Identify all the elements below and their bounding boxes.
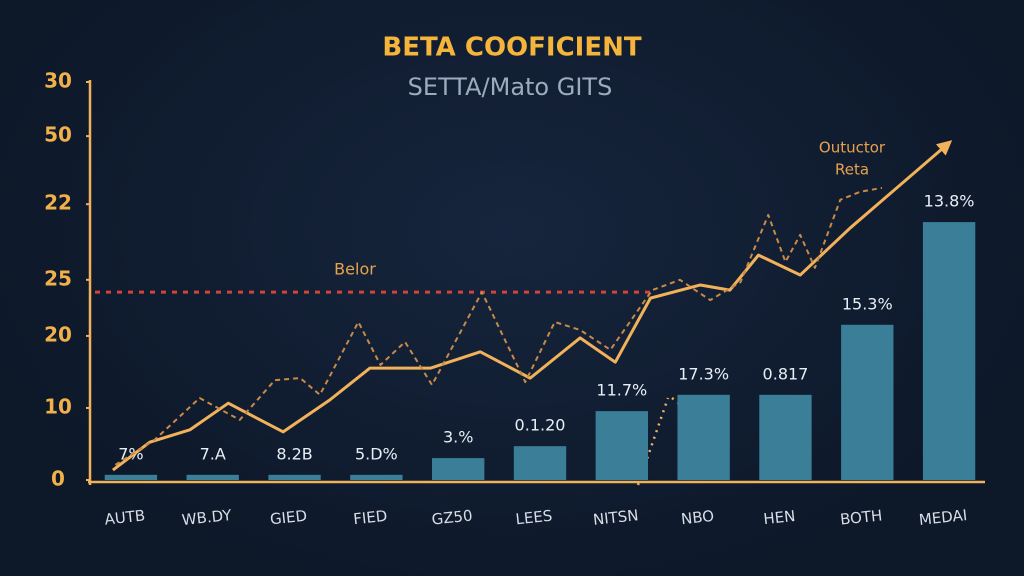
bar bbox=[513, 446, 567, 480]
chart-subtitle: SETTA/Mato GITS bbox=[408, 73, 613, 101]
x-tick-label: BOTH bbox=[839, 506, 883, 528]
y-tick-label: 20 bbox=[44, 322, 72, 346]
bar-label: 3.% bbox=[443, 428, 473, 447]
bar-label: 0.1.20 bbox=[515, 416, 566, 435]
bar bbox=[350, 474, 403, 480]
y-tick-label: 50 bbox=[44, 123, 72, 147]
bar-label: 13.8% bbox=[924, 192, 975, 211]
reference-label: Belor bbox=[334, 260, 376, 279]
x-tick-label: GIED bbox=[269, 507, 308, 529]
annotation: Outuctor bbox=[819, 139, 886, 157]
chart-title: BETA COOFICIENT bbox=[382, 33, 641, 63]
x-tick-label: HEN bbox=[763, 507, 797, 528]
y-tick-label: 25 bbox=[44, 266, 72, 290]
bar bbox=[268, 474, 321, 480]
bar bbox=[841, 324, 894, 480]
bar bbox=[104, 474, 158, 480]
x-tick-label: NITSN bbox=[592, 506, 639, 529]
bar-label: 8.2B bbox=[276, 444, 312, 463]
bar-label: 7.A bbox=[200, 444, 226, 463]
bar-label: 17.3% bbox=[678, 364, 729, 383]
line bbox=[112, 140, 953, 472]
x-tick-label: GZ50 bbox=[431, 506, 474, 528]
x-tick-label: AUTB bbox=[104, 506, 146, 528]
bar-label: 0.817 bbox=[763, 364, 809, 383]
bar bbox=[595, 411, 648, 480]
y-tick-label: 22 bbox=[44, 191, 72, 215]
x-tick-label: MEDAI bbox=[918, 506, 968, 529]
y-tick-label: 30 bbox=[44, 69, 72, 93]
bar bbox=[186, 474, 239, 480]
annotation: Reta bbox=[835, 161, 869, 179]
x-tick-label: NBO bbox=[680, 507, 715, 528]
x-tick-label: WB.DY bbox=[181, 506, 233, 529]
line bbox=[114, 186, 883, 466]
bar-label: 11.7% bbox=[596, 381, 647, 400]
bar bbox=[759, 394, 812, 480]
bar bbox=[922, 222, 976, 480]
x-tick-label: LEES bbox=[515, 507, 554, 529]
y-tick-label: 0 bbox=[51, 467, 65, 491]
bar-label: 15.3% bbox=[842, 294, 893, 313]
bar-label: 5.D% bbox=[355, 444, 398, 463]
x-tick-label: FIED bbox=[352, 507, 388, 528]
bar bbox=[432, 458, 485, 480]
bar bbox=[677, 394, 730, 480]
y-tick-label: 10 bbox=[44, 394, 72, 418]
